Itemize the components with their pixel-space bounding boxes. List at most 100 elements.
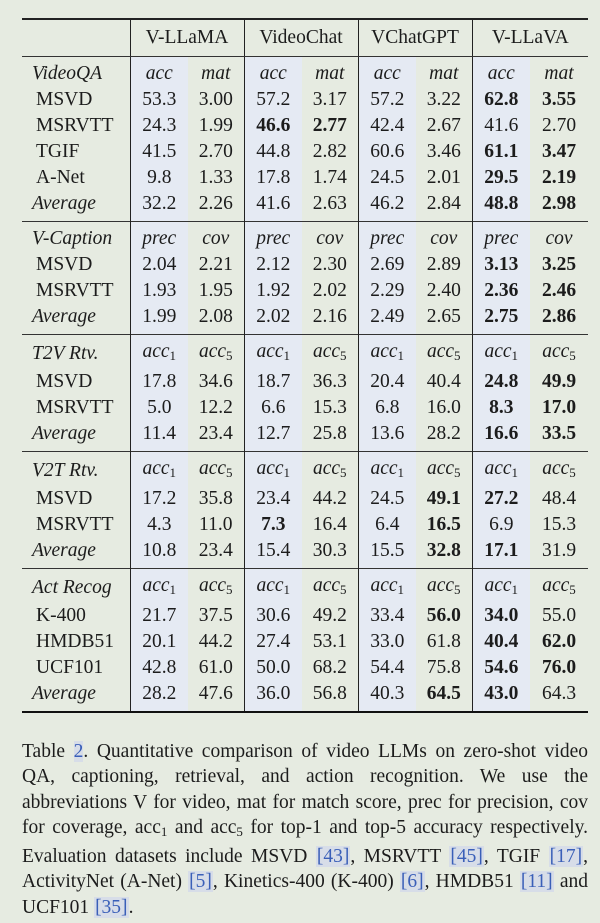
table-cell: 1.92	[243, 278, 302, 304]
table-section: V2T Rtv. acc1 acc5 acc1 acc5 acc1 acc5 acc1 acc5…	[22, 451, 589, 569]
row-label: MSVD	[36, 254, 93, 275]
table-cell: 37.5	[198, 605, 233, 626]
table-row: Average 1.99 2.08 2.02 2.16 2.49 2.65 2.75 2.86	[22, 304, 588, 335]
row-label: UCF101	[36, 657, 104, 678]
table-cell: 57.2	[243, 87, 302, 113]
citation-link[interactable]: [35]	[94, 896, 129, 918]
table-cell: 15.4	[243, 538, 302, 569]
table-cell: 9.8	[129, 165, 188, 191]
metric-label: mat	[315, 63, 345, 84]
table-cell: 64.5	[426, 683, 461, 704]
table-cell: 41.6	[471, 113, 531, 139]
table-cell: 27.4	[243, 629, 302, 655]
table-cell: 34.0	[471, 603, 531, 629]
table-cell: 24.3	[129, 113, 188, 139]
table-cell: 2.67	[426, 115, 461, 136]
metric-label: acc5	[198, 341, 233, 363]
row-label: Average	[32, 193, 96, 214]
citation-link[interactable]: [17]	[548, 846, 584, 868]
table-section: Act Recog acc1 acc5 acc1 acc5 acc1 acc5 acc1 acc…	[22, 568, 589, 712]
row-label: Average	[32, 423, 96, 444]
table-cell: 29.5	[471, 165, 531, 191]
table-cell: 2.69	[357, 252, 417, 278]
row-label: Average	[32, 306, 96, 327]
table-cell: 54.4	[357, 655, 417, 681]
row-label: A-Net	[36, 167, 85, 188]
table-cell: 16.0	[426, 397, 461, 418]
table-cell: 25.8	[312, 423, 347, 444]
table-cell: 2.16	[312, 306, 347, 327]
table-cell: 44.2	[312, 488, 347, 509]
metric-label: acc1	[471, 568, 531, 603]
metric-label: acc	[243, 56, 302, 87]
table-cell: 2.75	[471, 304, 531, 335]
table-cell: 12.2	[198, 397, 233, 418]
table-cell: 49.2	[312, 605, 347, 626]
metric-label: acc1	[129, 451, 188, 486]
metric-label: acc1	[357, 568, 417, 603]
table-cell: 8.3	[471, 395, 531, 421]
caption-text: .	[128, 896, 134, 918]
row-label: TGIF	[36, 141, 80, 162]
table-row: A-Net 9.8 1.33 17.8 1.74 24.5 2.01 29.5 2.19	[22, 165, 588, 191]
table-cell: 1.99	[129, 304, 188, 335]
table-cell: 64.3	[541, 683, 577, 704]
table-cell: 17.0	[541, 397, 577, 418]
table-cell: 2.70	[198, 141, 233, 162]
table-cell: 53.3	[129, 87, 188, 113]
table-row: MSVD 2.04 2.21 2.12 2.30 2.69 2.89 3.13 3.25	[22, 252, 588, 278]
citation-link[interactable]: [43]	[315, 846, 351, 868]
table-row: HMDB51 20.1 44.2 27.4 53.1 33.0 61.8 40.4 62.0	[22, 629, 588, 655]
table-cell: 49.1	[426, 488, 461, 509]
row-label: HMDB51	[36, 631, 115, 652]
row-label: MSRVTT	[36, 115, 114, 136]
table-cell: 10.8	[129, 538, 188, 569]
caption-text: and acc	[167, 816, 237, 838]
results-table-container: V-LLaMA VideoChat VChatGPT V-LLaVA Video…	[22, 18, 589, 713]
metric-label: acc5	[542, 458, 576, 480]
table-cell: 16.5	[426, 514, 461, 535]
table-cell: 2.36	[471, 278, 531, 304]
table-cell: 2.70	[541, 115, 577, 136]
table-cell: 40.4	[426, 371, 461, 392]
citation-link[interactable]: [11]	[519, 871, 554, 893]
table-cell: 49.9	[541, 371, 577, 392]
table-row: UCF101 42.8 61.0 50.0 68.2 54.4 75.8 54.6 76.0	[22, 655, 588, 681]
table-number-link[interactable]: 2	[73, 741, 84, 762]
table-cell: 12.7	[243, 421, 302, 452]
metric-label: acc5	[426, 575, 461, 597]
table-cell: 43.0	[471, 681, 531, 712]
table-cell: 40.4	[471, 629, 531, 655]
row-label: MSRVTT	[36, 397, 114, 418]
table-cell: 2.02	[243, 304, 302, 335]
metric-row: T2V Rtv. acc1 acc5 acc1 acc5 acc1 acc5 acc1 acc5	[22, 334, 588, 369]
table-cell: 35.8	[198, 488, 233, 509]
table-cell: 36.3	[312, 371, 347, 392]
table-cell: 5.0	[129, 395, 188, 421]
table-cell: 56.8	[312, 683, 347, 704]
caption-text: , Kinetics-400 (K-400)	[212, 871, 400, 893]
table-cell: 61.0	[198, 657, 233, 678]
citation-link[interactable]: [5]	[188, 871, 213, 893]
table-cell: 15.3	[312, 397, 347, 418]
table-cell: 2.40	[426, 280, 461, 301]
table-cell: 36.0	[243, 681, 302, 712]
metric-label: cov	[316, 228, 344, 249]
table-cell: 61.1	[471, 139, 531, 165]
table-caption: Table 2. Quantitative comparison of vide…	[22, 739, 588, 920]
metric-label: acc5	[312, 575, 347, 597]
table-section: VideoQA acc mat acc mat acc mat acc mat MSVD 53.3 3…	[22, 56, 589, 222]
model-header: V-LLaVA	[471, 18, 589, 57]
metric-label: cov	[202, 228, 230, 249]
table-cell: 48.8	[471, 191, 531, 222]
metric-label: prec	[129, 221, 188, 252]
table-cell: 44.2	[198, 631, 233, 652]
citation-link[interactable]: [45]	[449, 846, 484, 868]
section-title: V-Caption	[32, 228, 113, 249]
table-cell: 6.8	[357, 395, 417, 421]
table-row: MSVD 17.8 34.6 18.7 36.3 20.4 40.4 24.8 49.9	[22, 369, 588, 395]
table-cell: 13.6	[357, 421, 417, 452]
citation-link[interactable]: [6]	[399, 871, 425, 893]
table-cell: 23.4	[198, 423, 233, 444]
table-cell: 1.33	[198, 167, 233, 188]
